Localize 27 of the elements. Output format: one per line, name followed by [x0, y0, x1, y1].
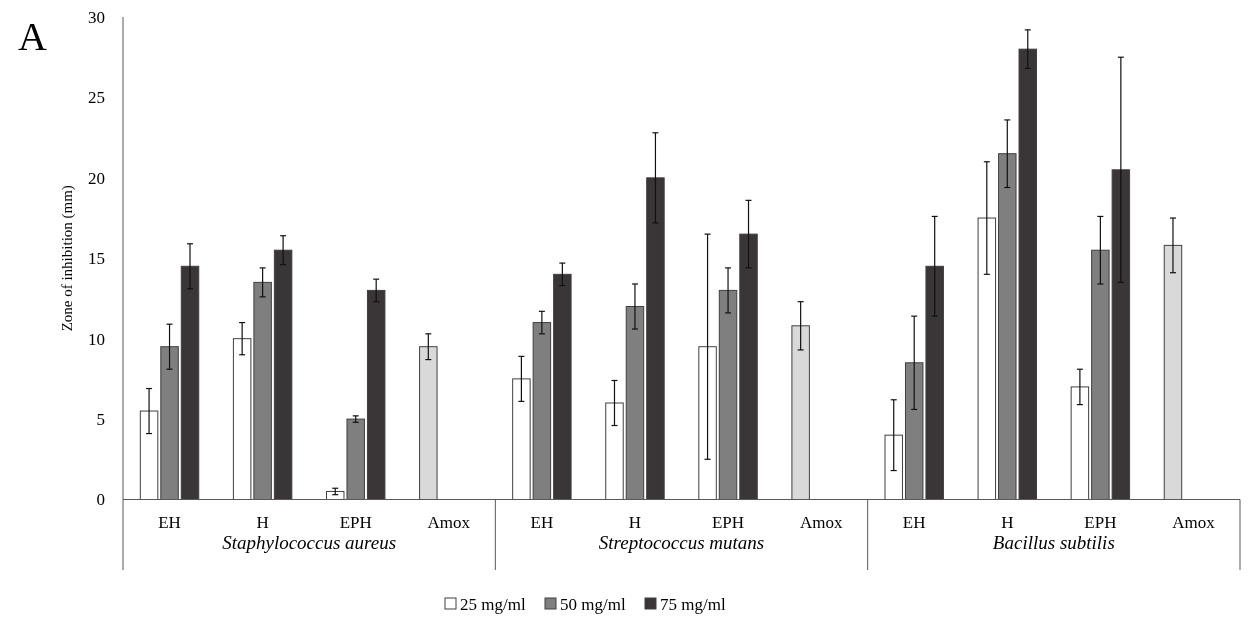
y-tick-label: 10 [88, 329, 105, 349]
x-tick-label: Amox [799, 513, 843, 532]
x-tick-label: EPH [711, 513, 745, 532]
legend-label: 25 mg/ml [460, 594, 526, 614]
chart-title: A [18, 14, 47, 59]
x-tick-label: H [256, 513, 269, 532]
text: Staphylococcus aureus [222, 531, 397, 553]
x-tick-label: EPH [339, 513, 372, 532]
y-tick-label: 5 [96, 410, 105, 430]
x-tick-label: EPH [1084, 513, 1117, 532]
x-tick-label: Amox [427, 513, 471, 532]
y-tick-label: 20 [88, 168, 105, 188]
y-tick-label: 15 [88, 249, 105, 269]
text: Streptococcus mutans [598, 531, 765, 553]
y-axis-title: Zone of inhibition (mm) [59, 185, 76, 332]
x-tick-label: EH [902, 513, 926, 532]
y-tick-label: 25 [88, 88, 105, 108]
legend-label: 50 mg/ml [560, 594, 626, 614]
y-tick-label: 30 [88, 7, 105, 27]
text: Bacillus subtilis [992, 531, 1115, 553]
y-tick-label: 0 [96, 490, 105, 510]
x-tick-label: EH [530, 513, 554, 532]
x-tick-label: H [628, 513, 642, 532]
x-tick-label: Amox [1172, 513, 1216, 532]
x-tick-label: EH [158, 513, 181, 532]
legend-label: 75 mg/ml [660, 594, 726, 614]
x-tick-label: H [1001, 513, 1014, 532]
